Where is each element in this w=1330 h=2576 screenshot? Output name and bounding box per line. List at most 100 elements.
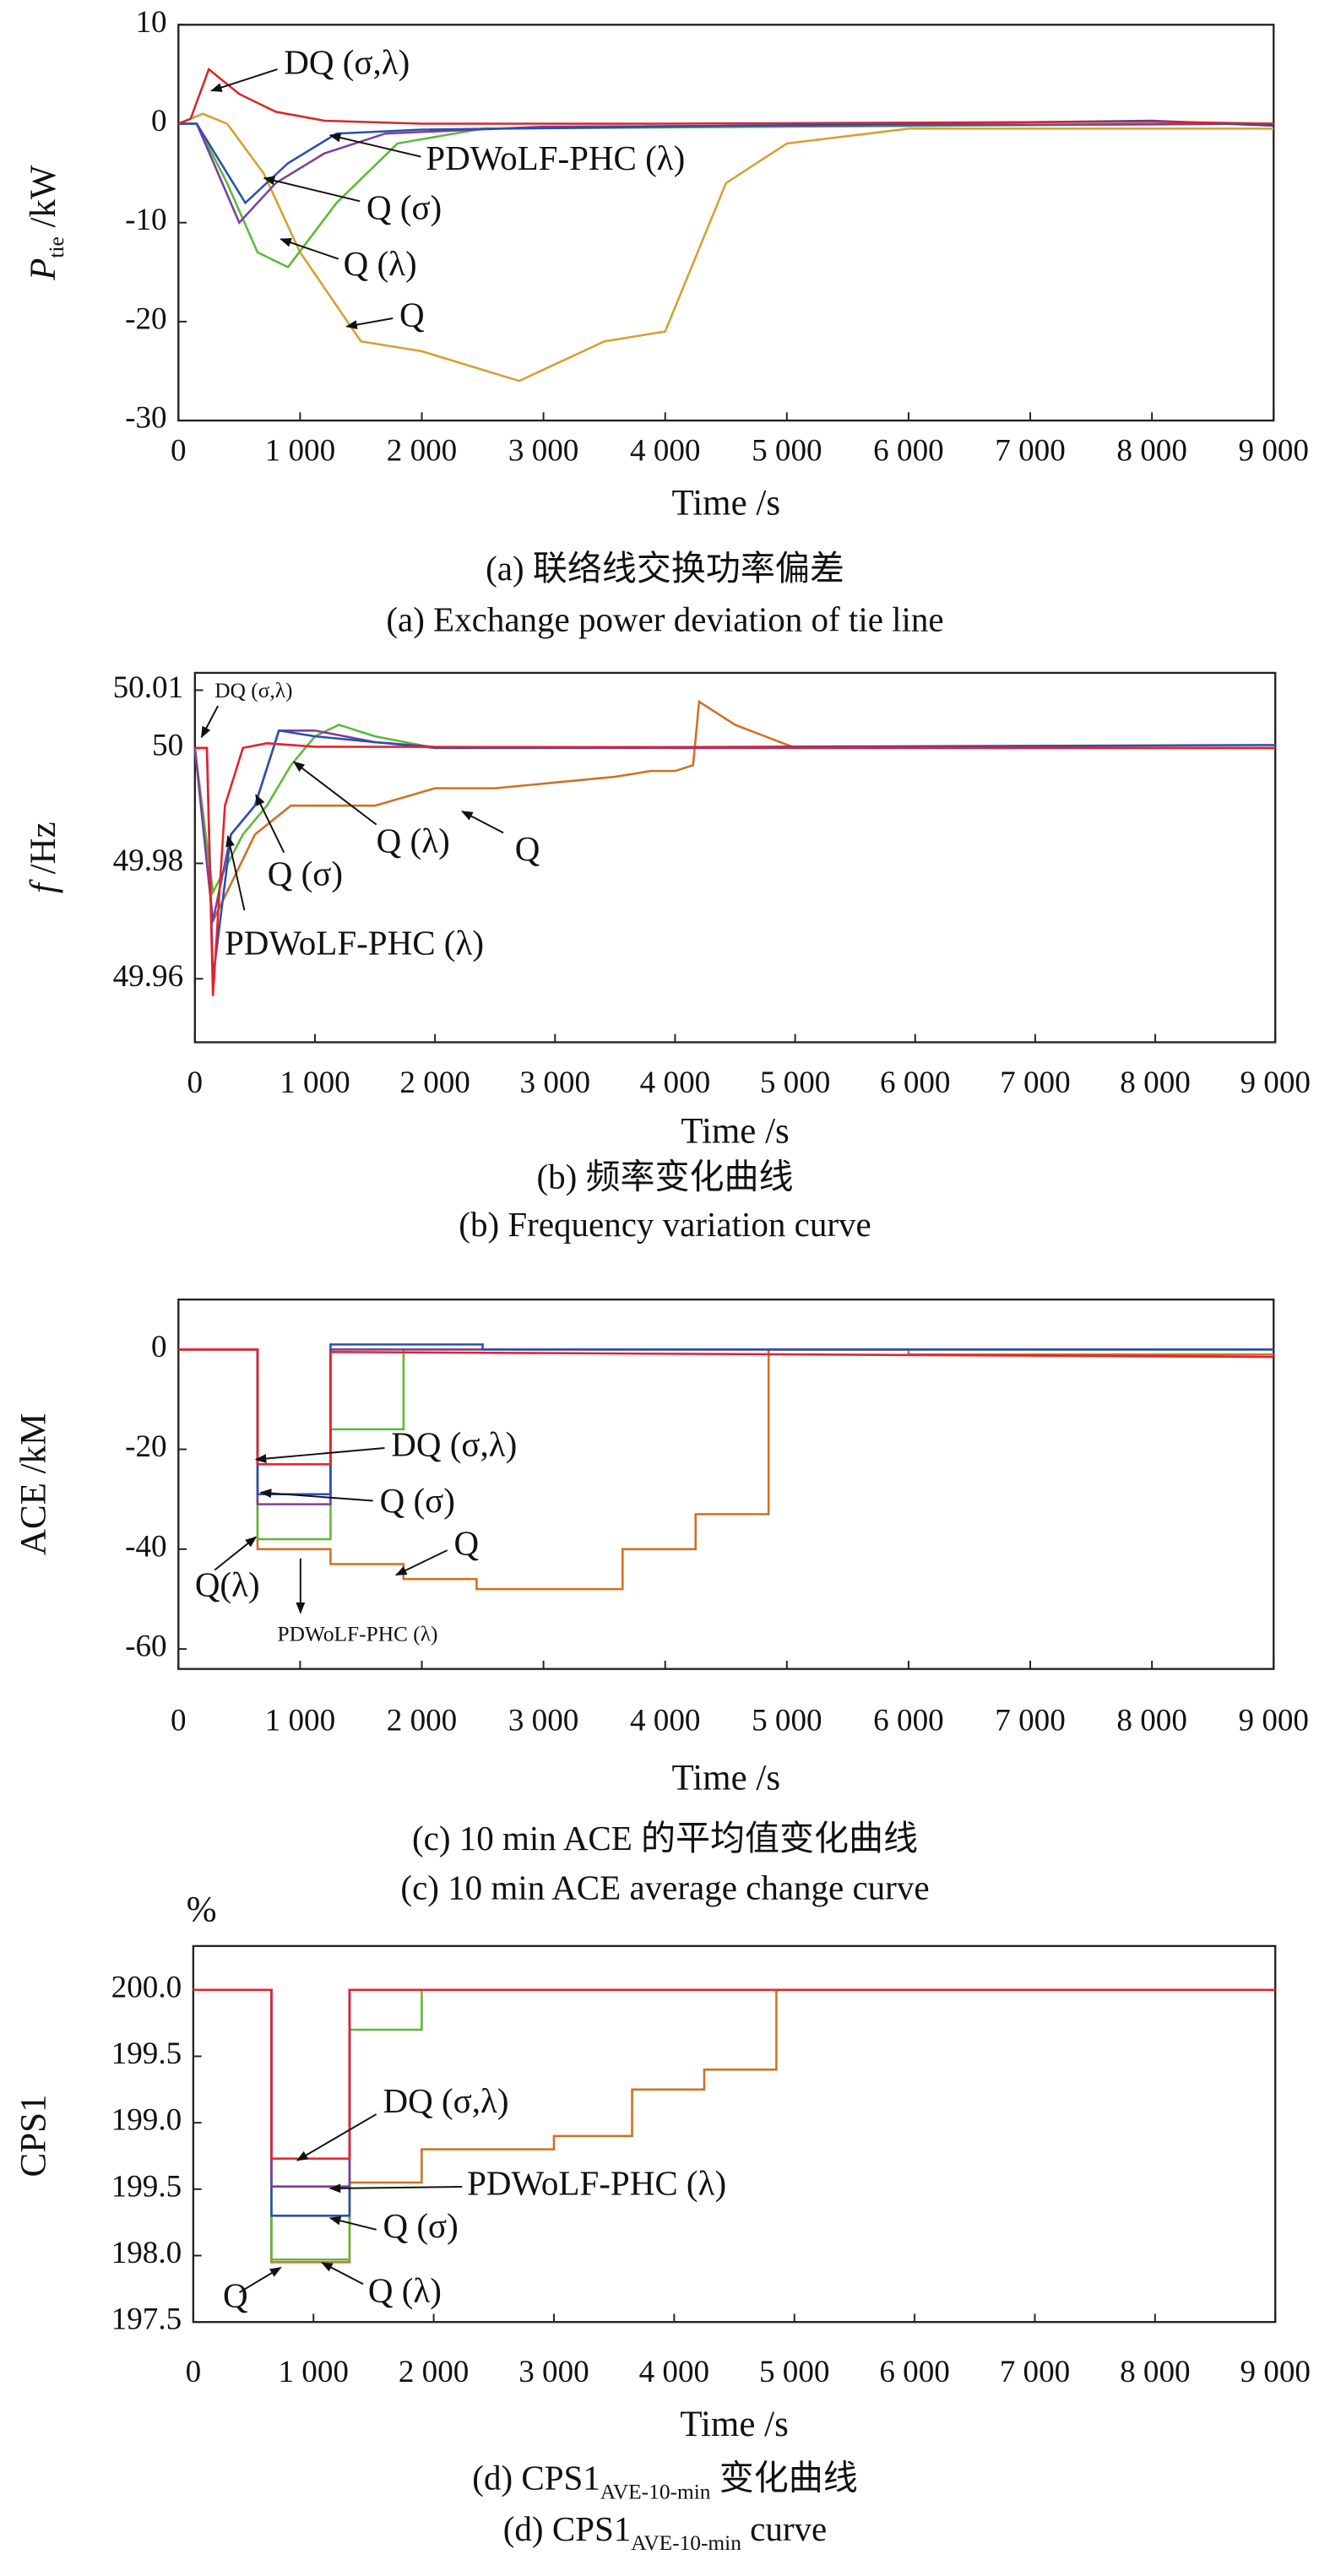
series-label: Q <box>515 829 540 868</box>
annotation-arrow <box>200 705 220 739</box>
x-tick-label: 4 000 <box>640 1066 711 1100</box>
y-tick-label: -10 <box>125 203 166 237</box>
series-label: Q (λ) <box>368 2270 442 2309</box>
series-label: DQ (σ,λ) <box>391 1424 517 1463</box>
y-tick-label: -40 <box>125 1529 166 1564</box>
x-tick-label: 5 000 <box>752 1704 822 1738</box>
x-tick-label: 8 000 <box>1120 2355 1191 2389</box>
caption-part: (a) 联络线交换功率偏差 <box>486 549 844 588</box>
caption-part: AVE-10-min <box>600 2480 711 2503</box>
caption: (c) 10 min ACE 的平均值变化曲线 <box>412 1819 918 1857</box>
annotation-arrow <box>259 1489 373 1502</box>
plot-frame <box>177 1299 1275 1670</box>
series-label: DQ (σ,λ) <box>284 43 410 82</box>
y-tick-label: -20 <box>125 301 166 336</box>
caption-part: (c) 10 min ACE 的平均值变化曲线 <box>412 1819 918 1857</box>
x-tick-label: 4 000 <box>630 434 701 469</box>
x-tick-label: 4 000 <box>639 2355 710 2389</box>
caption-part: (a) Exchange power deviation of tie line <box>386 600 943 639</box>
x-tick-label: 9 000 <box>1239 1704 1310 1738</box>
series-label: PDWoLF-PHC (λ) <box>225 924 484 963</box>
caption: (a) 联络线交换功率偏差 <box>486 549 844 588</box>
annotation-arrow <box>328 2215 377 2231</box>
y-tick-label: 50 <box>152 728 183 762</box>
x-tick-label: 0 <box>171 1704 187 1738</box>
y-tick-label: 49.98 <box>113 843 184 878</box>
plot-frame <box>177 24 1275 422</box>
plot-frame <box>192 1944 1277 2324</box>
annotation-arrow <box>296 2113 377 2161</box>
y-tick-label: 199.5 <box>111 2036 182 2071</box>
x-tick-label: 2 000 <box>399 2355 469 2389</box>
x-tick-label: 6 000 <box>880 1066 951 1100</box>
x-tick-label: 1 000 <box>265 1704 336 1738</box>
annotation-arrow <box>321 2262 364 2286</box>
series-label: Q (σ) <box>366 187 442 226</box>
annotation-arrow <box>328 2183 463 2194</box>
caption-part: (d) CPS1 <box>503 2510 632 2549</box>
annotation-arrow <box>255 794 285 854</box>
x-tick-label: 6 000 <box>879 2355 950 2389</box>
series-label: Q (σ) <box>380 1481 455 1520</box>
y-unit: % <box>187 1890 217 1930</box>
y-axis-label-part: f <box>24 879 63 893</box>
x-tick-label: 2 000 <box>399 1066 470 1100</box>
series-label: DQ (σ,λ) <box>214 679 292 702</box>
series-line <box>193 699 1276 925</box>
x-tick-label: 7 000 <box>1000 1066 1071 1100</box>
x-tick-label: 1 000 <box>278 2355 349 2389</box>
annotation-arrow <box>239 2266 282 2293</box>
y-tick-label: 199.0 <box>111 2103 182 2138</box>
annotation-arrow <box>210 68 278 92</box>
series-line <box>178 122 1274 269</box>
y-tick-label: 50.01 <box>113 670 184 705</box>
x-tick-label: 6 000 <box>873 434 944 469</box>
x-tick-label: 8 000 <box>1120 1066 1191 1100</box>
series-label: PDWoLF-PHC (λ) <box>426 138 685 177</box>
caption: (b) Frequency variation curve <box>459 1206 871 1245</box>
x-axis-label: Time /s <box>681 1112 790 1152</box>
y-axis-label: CPS1 <box>14 2095 53 2177</box>
series-label: Q <box>453 1524 479 1563</box>
annotation-arrow <box>292 761 377 826</box>
annotation-arrow <box>254 1446 385 1463</box>
x-tick-label: 5 000 <box>760 1066 831 1100</box>
y-tick-label: 199.5 <box>111 2169 182 2204</box>
y-tick-label: 10 <box>136 5 167 40</box>
x-tick-label: 2 000 <box>387 434 457 469</box>
series-line <box>178 1348 1274 1466</box>
plot-frame <box>193 671 1277 1044</box>
caption: (c) 10 min ACE average change curve <box>400 1868 929 1907</box>
series-label: Q (σ) <box>268 854 343 893</box>
x-tick-label: 9 000 <box>1239 434 1310 469</box>
series-line <box>177 67 1274 125</box>
y-tick-label: 0 <box>151 104 167 138</box>
x-tick-label: 7 000 <box>995 1704 1066 1738</box>
x-tick-label: 8 000 <box>1116 434 1187 469</box>
y-tick-label: -30 <box>125 401 166 436</box>
caption-part: (c) 10 min ACE average change curve <box>400 1868 929 1907</box>
caption-part: 变化曲线 <box>710 2459 857 2497</box>
x-tick-label: 5 000 <box>752 434 822 469</box>
series-line <box>193 1988 1276 2264</box>
y-tick-label: -20 <box>125 1429 166 1464</box>
y-tick-label: 200.0 <box>111 1970 182 2004</box>
y-axis-label: Ptie /kW <box>24 165 68 281</box>
series-label: PDWoLF-PHC (λ) <box>467 2163 726 2202</box>
series-label: DQ (σ,λ) <box>383 2081 508 2120</box>
y-axis-label-part: P <box>24 258 63 281</box>
series-label: Q(λ) <box>195 1565 260 1603</box>
series-line <box>194 742 1276 996</box>
x-tick-label: 7 000 <box>995 434 1066 469</box>
y-tick-label: -60 <box>125 1630 166 1664</box>
x-tick-label: 9 000 <box>1240 2355 1311 2389</box>
y-tick-label: 49.96 <box>113 959 184 994</box>
x-tick-label: 7 000 <box>1000 2355 1071 2389</box>
x-tick-label: 5 000 <box>759 2355 830 2389</box>
x-tick-label: 8 000 <box>1116 1704 1187 1738</box>
caption: (a) Exchange power deviation of tie line <box>386 600 943 639</box>
series-label: Q (λ) <box>344 244 417 283</box>
x-axis-label: Time /s <box>671 484 780 523</box>
x-axis-label: Time /s <box>671 1758 780 1798</box>
